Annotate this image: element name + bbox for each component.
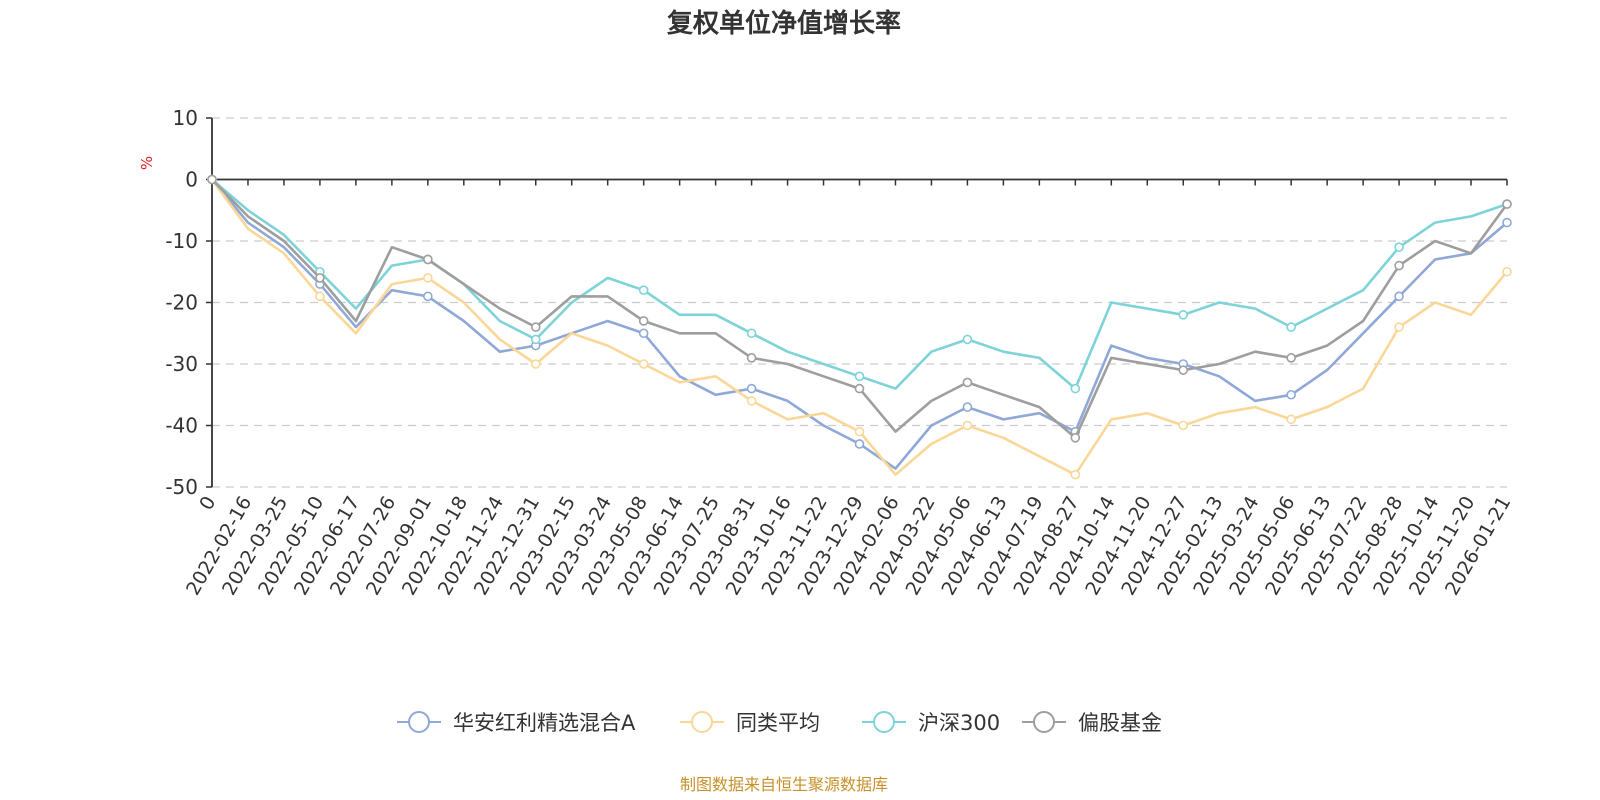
data-point <box>315 273 325 283</box>
data-point <box>1178 309 1189 320</box>
legend-item[interactable]: 同类平均 <box>680 711 820 735</box>
data-point <box>207 174 217 185</box>
y-tick-label: -40 <box>165 414 198 438</box>
legend-label: 偏股基金 <box>1078 711 1162 735</box>
data-point <box>962 334 973 345</box>
series-1 <box>207 174 1512 480</box>
data-point <box>1286 322 1296 332</box>
data-point <box>854 383 865 394</box>
data-point <box>854 371 865 382</box>
data-point <box>1394 260 1404 271</box>
series-2 <box>207 174 1512 394</box>
data-point <box>746 353 757 363</box>
y-tick-label: -50 <box>165 475 198 499</box>
series-line <box>211 178 1509 440</box>
data-point <box>1286 353 1296 363</box>
series-lines <box>207 174 1512 480</box>
data-point <box>746 383 757 394</box>
y-tick-label: -30 <box>165 352 198 376</box>
source-note: 制图数据来自恒生聚源数据库 <box>680 775 888 794</box>
legend-label: 同类平均 <box>736 711 820 735</box>
data-point <box>1286 414 1296 425</box>
data-point <box>746 328 757 339</box>
legend-marker <box>691 711 713 733</box>
data-point <box>1070 469 1081 480</box>
data-point <box>638 359 649 369</box>
legend-item[interactable]: 偏股基金 <box>1022 711 1162 735</box>
data-point <box>962 377 973 388</box>
series-line <box>211 178 1508 390</box>
data-point <box>1070 383 1081 394</box>
data-point <box>530 334 541 345</box>
data-point <box>854 426 865 437</box>
data-point <box>638 328 649 339</box>
y-tick-label: -10 <box>165 229 198 253</box>
legend-item[interactable]: 沪深300 <box>862 711 1000 735</box>
y-axis-ticks: 10 0 -10 -20 -30 -40 -50 <box>165 106 212 499</box>
data-point <box>1286 389 1296 400</box>
data-point <box>638 316 649 326</box>
data-point <box>1394 291 1404 302</box>
y-tick-label: 10 <box>173 106 198 130</box>
data-point <box>530 322 541 332</box>
data-point <box>746 396 757 406</box>
legend-marker <box>873 711 895 733</box>
data-point <box>530 359 541 369</box>
data-point <box>1070 432 1081 443</box>
data-point <box>423 273 433 283</box>
legend-item[interactable]: 华安红利精选混合A <box>397 711 636 735</box>
legend-label: 沪深300 <box>918 711 1000 735</box>
legend-marker <box>1033 711 1055 733</box>
legend-label: 华安红利精选混合A <box>453 711 636 735</box>
data-point <box>1394 242 1404 252</box>
chart-title: 复权单位净值增长率 <box>667 8 901 39</box>
series-3 <box>207 174 1512 443</box>
data-point <box>962 402 973 412</box>
data-point <box>854 439 865 449</box>
data-point <box>1394 322 1404 332</box>
data-point <box>1502 199 1512 209</box>
series-0 <box>207 174 1512 470</box>
x-tick-label: 0 <box>195 493 220 514</box>
data-point <box>1178 365 1189 375</box>
data-point <box>962 420 973 431</box>
y-tick-label: -20 <box>165 291 198 315</box>
data-point <box>638 285 649 296</box>
data-point <box>423 291 433 302</box>
data-point <box>423 254 433 265</box>
data-point <box>315 291 325 302</box>
y-tick-label: 0 <box>185 168 198 192</box>
x-axis-ticks: 02022-02-162022-03-252022-05-102022-06-1… <box>182 179 1515 599</box>
y-axis-unit: % <box>138 156 156 170</box>
legend[interactable]: 华安红利精选混合A 同类平均 沪深300 偏股基金 <box>397 711 1162 735</box>
data-point <box>1502 217 1512 228</box>
data-point <box>1502 266 1512 277</box>
legend-marker <box>408 711 430 733</box>
data-point <box>1178 420 1189 431</box>
grid-lines <box>212 117 1507 488</box>
